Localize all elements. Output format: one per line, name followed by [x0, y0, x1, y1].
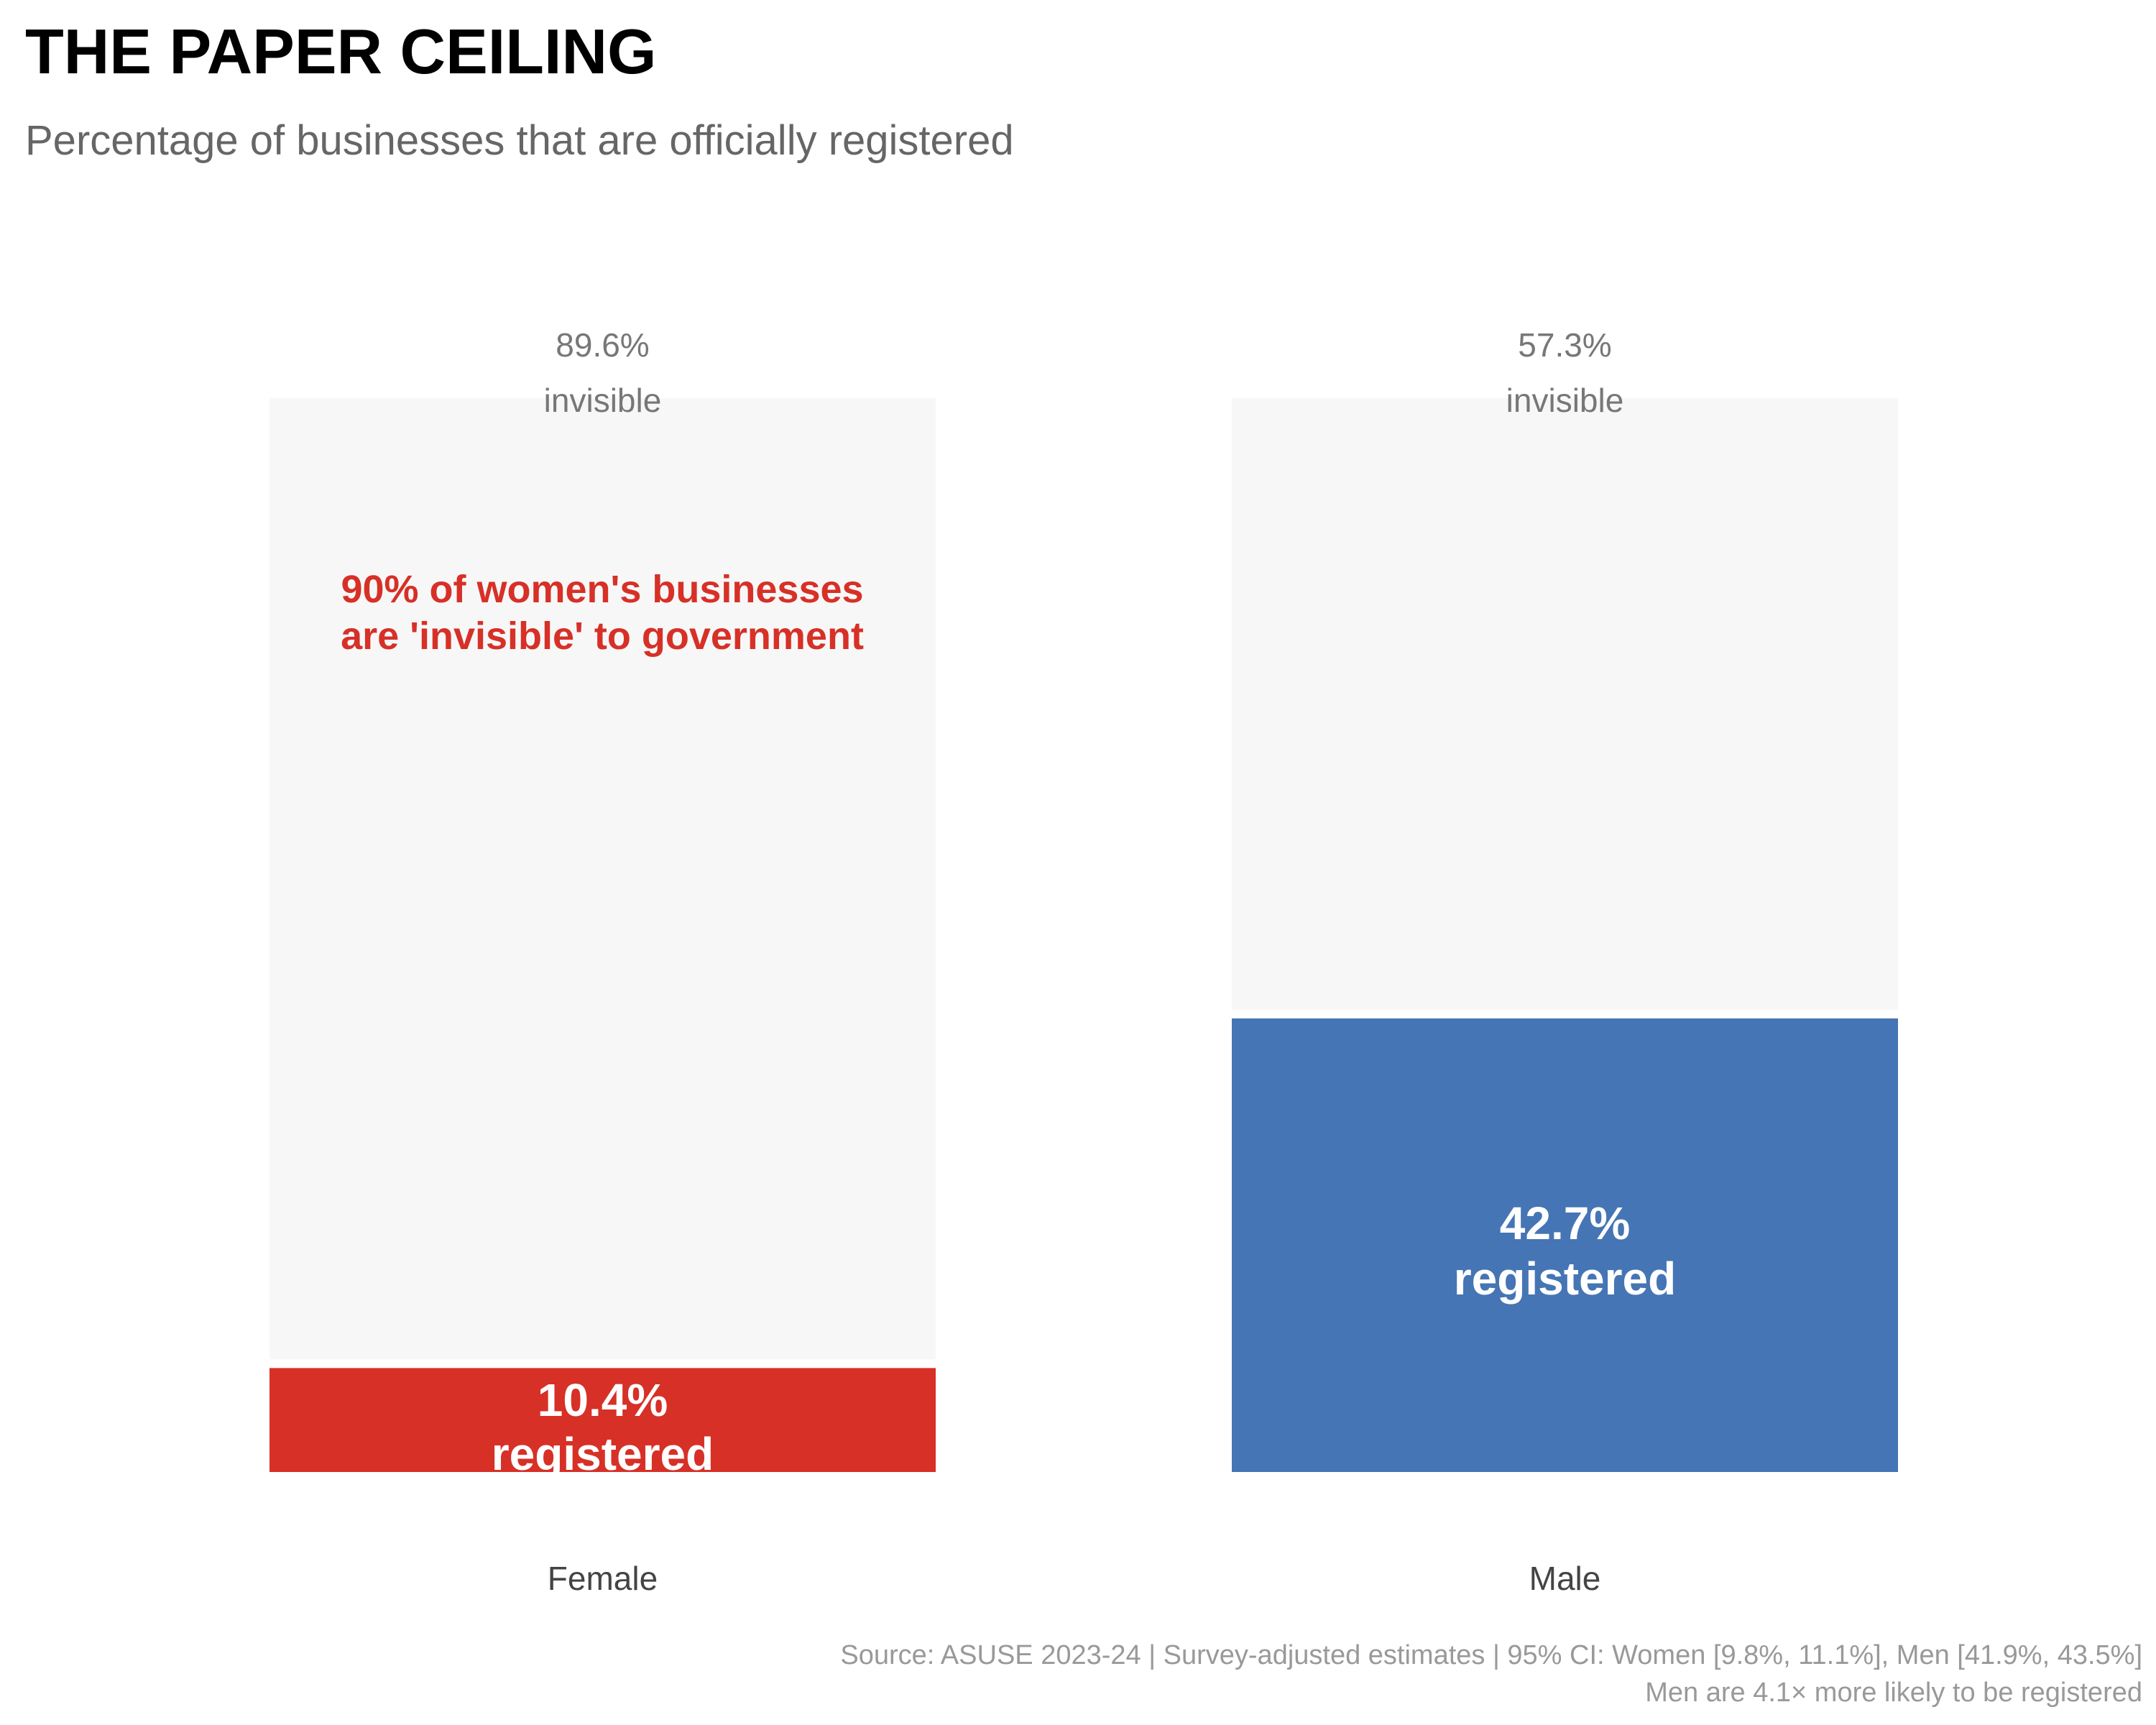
- bar-registered-male: [1223, 1009, 1907, 1481]
- annotation-line-1: 90% of women's businesses: [341, 568, 863, 611]
- category-label-female: Female: [548, 1560, 658, 1597]
- bars: [261, 390, 1907, 1481]
- chart-title: THE PAPER CEILING: [25, 16, 656, 87]
- bar-invisible-female: [261, 390, 944, 1368]
- footer-source: Source: ASUSE 2023-24 | Survey-adjusted …: [840, 1640, 2142, 1670]
- annotation-line-2: are 'invisible' to government: [341, 615, 864, 658]
- bar-invisible-male: [1223, 390, 1907, 1018]
- footer-note: Men are 4.1× more likely to be registere…: [1645, 1678, 2142, 1708]
- bar-labels: 89.6%invisible10.4%registeredFemale57.3%…: [492, 326, 1676, 1597]
- invisible-text-label: invisible: [1506, 382, 1624, 419]
- chart-subtitle: Percentage of businesses that are offici…: [25, 117, 1014, 164]
- registered-value-label: 42.7%: [1500, 1197, 1630, 1249]
- registered-text-label: registered: [492, 1428, 714, 1480]
- invisible-text-label: invisible: [544, 382, 662, 419]
- invisible-value-label: 57.3%: [1518, 326, 1611, 364]
- registered-value-label: 10.4%: [538, 1374, 668, 1426]
- registered-text-label: registered: [1454, 1253, 1676, 1305]
- category-label-male: Male: [1529, 1560, 1601, 1597]
- invisible-value-label: 89.6%: [556, 326, 649, 364]
- bar-registered-female: [261, 1359, 944, 1481]
